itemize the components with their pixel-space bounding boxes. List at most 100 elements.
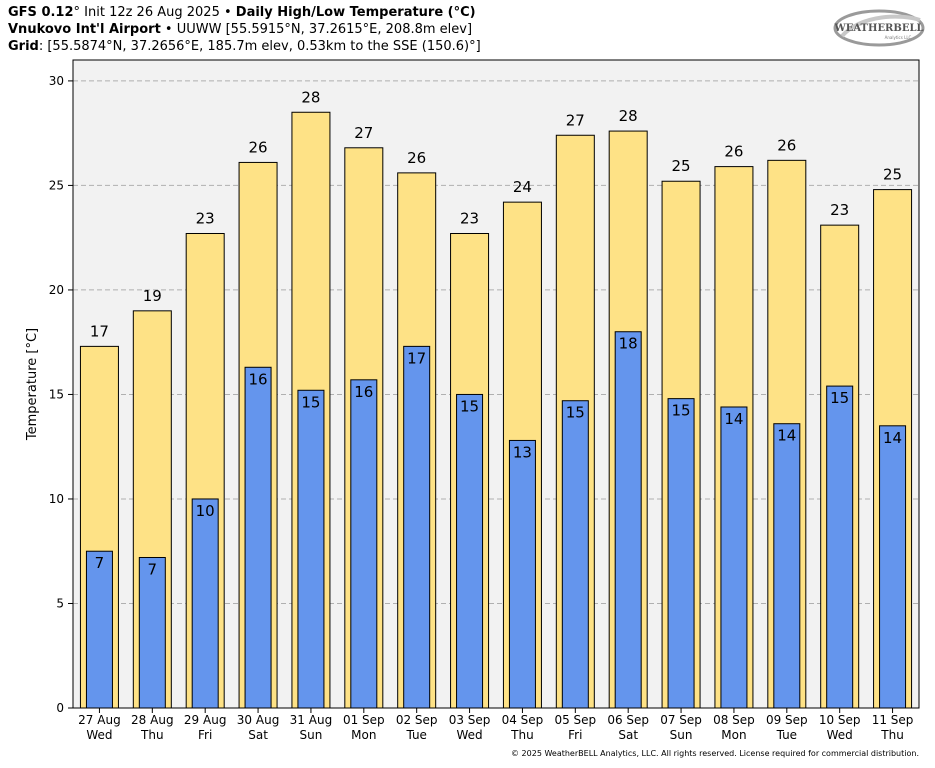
plot-frame [72,59,920,709]
logo-subtext: Analytics LLC [885,35,912,40]
low-temp-bar [85,550,113,709]
high-temp-label: 23 [830,201,849,219]
copyright-notice: © 2025 WeatherBELL Analytics, LLC. All r… [511,749,919,758]
x-tick-label-weekday: Thu [140,728,164,742]
x-tick-label-date: 28 Aug [131,713,174,727]
x-tick-label-date: 29 Aug [184,713,227,727]
y-axis-label: Temperature [°C] [25,328,40,441]
low-temp-bar [561,400,589,709]
high-temp-label: 23 [196,209,215,227]
x-tick-label-date: 03 Sep [449,713,491,727]
y-tick-label: 20 [49,283,64,297]
low-temp-bar [614,331,642,709]
low-temp-label: 7 [95,554,105,572]
model-name: GFS 0.12 [8,5,74,20]
init-time: Init 12z 26 Aug 2025 • [80,5,236,20]
degree-mark: ° [73,5,81,20]
x-tick-label-weekday: Sun [670,728,693,742]
x-tick-label-weekday: Tue [405,728,427,742]
y-tick-label: 0 [56,701,64,715]
low-temp-label: 16 [249,370,268,388]
y-tick-label: 25 [49,178,64,192]
x-tick-label-weekday: Sat [248,728,268,742]
x-tick-label-weekday: Mon [721,728,746,742]
low-temp-label: 16 [354,383,373,401]
x-tick-label-date: 10 Sep [819,713,861,727]
x-tick-label-weekday: Thu [880,728,904,742]
low-temp-label: 14 [724,410,743,428]
high-temp-label: 27 [566,111,585,129]
low-temp-bar [667,398,695,709]
header-line-3: Grid: [55.5874°N, 37.2656°E, 185.7m elev… [8,38,481,55]
x-tick-label-date: 01 Sep [343,713,385,727]
x-tick-label-weekday: Mon [351,728,376,742]
low-temp-label: 15 [566,404,585,422]
station-name: Vnukovo Int'l Airport [8,22,161,37]
y-tick-label: 10 [49,492,64,506]
weatherbell-logo: WEATHERBELL Analytics LLC [833,9,925,47]
high-temp-label: 24 [513,178,532,196]
low-temp-bar [720,406,748,709]
x-tick-label-weekday: Thu [510,728,534,742]
low-temp-bar [456,393,484,709]
x-tick-label-date: 11 Sep [872,713,914,727]
x-tick-label-weekday: Tue [776,728,798,742]
high-temp-label: 25 [883,166,902,184]
x-tick-label-date: 05 Sep [554,713,596,727]
low-temp-bar [244,366,272,709]
x-tick-label-date: 07 Sep [660,713,702,727]
low-temp-bar [403,345,431,709]
y-tick-label: 5 [56,596,64,610]
x-tick-label-weekday: Sun [300,728,323,742]
low-temp-label: 15 [672,402,691,420]
low-temp-label: 14 [883,429,902,447]
high-temp-label: 26 [407,149,426,167]
high-temp-label: 26 [249,138,268,156]
x-tick-label-weekday: Wed [827,728,853,742]
y-tick-label: 15 [49,387,64,401]
x-tick-label-date: 02 Sep [396,713,438,727]
x-tick-label-weekday: Fri [198,728,212,742]
x-tick-label-date: 27 Aug [78,713,121,727]
low-temp-bar [297,389,325,709]
low-temp-bar [879,425,907,709]
x-tick-label-weekday: Sat [618,728,638,742]
low-temp-label: 15 [460,397,479,415]
low-temp-label: 14 [777,427,796,445]
high-temp-label: 26 [724,143,743,161]
low-temp-bar [826,385,854,709]
low-temp-bar [773,423,801,709]
x-tick-label-date: 04 Sep [502,713,544,727]
low-temp-bar [191,498,219,709]
x-tick-label-date: 30 Aug [237,713,280,727]
bars [79,111,913,709]
high-temp-label: 23 [460,209,479,227]
header-line-2: Vnukovo Int'l Airport • UUWW [55.5915°N,… [8,21,472,38]
grid-info: : [55.5874°N, 37.2656°E, 185.7m elev, 0.… [38,39,481,54]
high-temp-label: 28 [619,107,638,125]
high-temp-label: 28 [301,88,320,106]
high-temp-label: 17 [90,322,109,340]
station-info: • UUWW [55.5915°N, 37.2615°E, 208.8m ele… [160,22,473,37]
chart-title: Daily High/Low Temperature (°C) [235,5,476,20]
header-line-1: GFS 0.12° Init 12z 26 Aug 2025 • Daily H… [8,4,476,21]
x-tick-label-weekday: Wed [456,728,482,742]
low-temp-bar [138,556,166,709]
high-temp-label: 25 [672,157,691,175]
x-tick-label-date: 31 Aug [290,713,333,727]
high-temp-label: 19 [143,287,162,305]
low-temp-label: 18 [619,335,638,353]
data-labels: 17 7 19 7 23 10 26 16 28 15 27 16 26 17 23 15 24 13 27 15 28… [90,88,902,578]
x-tick-label-date: 08 Sep [713,713,755,727]
high-temp-label: 26 [777,136,796,154]
low-temp-label: 7 [148,560,158,578]
low-temp-label: 15 [301,393,320,411]
low-temp-label: 17 [407,349,426,367]
x-tick-label-date: 06 Sep [607,713,649,727]
x-tick-label-weekday: Wed [86,728,112,742]
x-tick-label-weekday: Fri [568,728,582,742]
low-temp-bar [508,439,536,709]
high-temp-label: 27 [354,124,373,142]
low-temp-label: 10 [196,502,215,520]
